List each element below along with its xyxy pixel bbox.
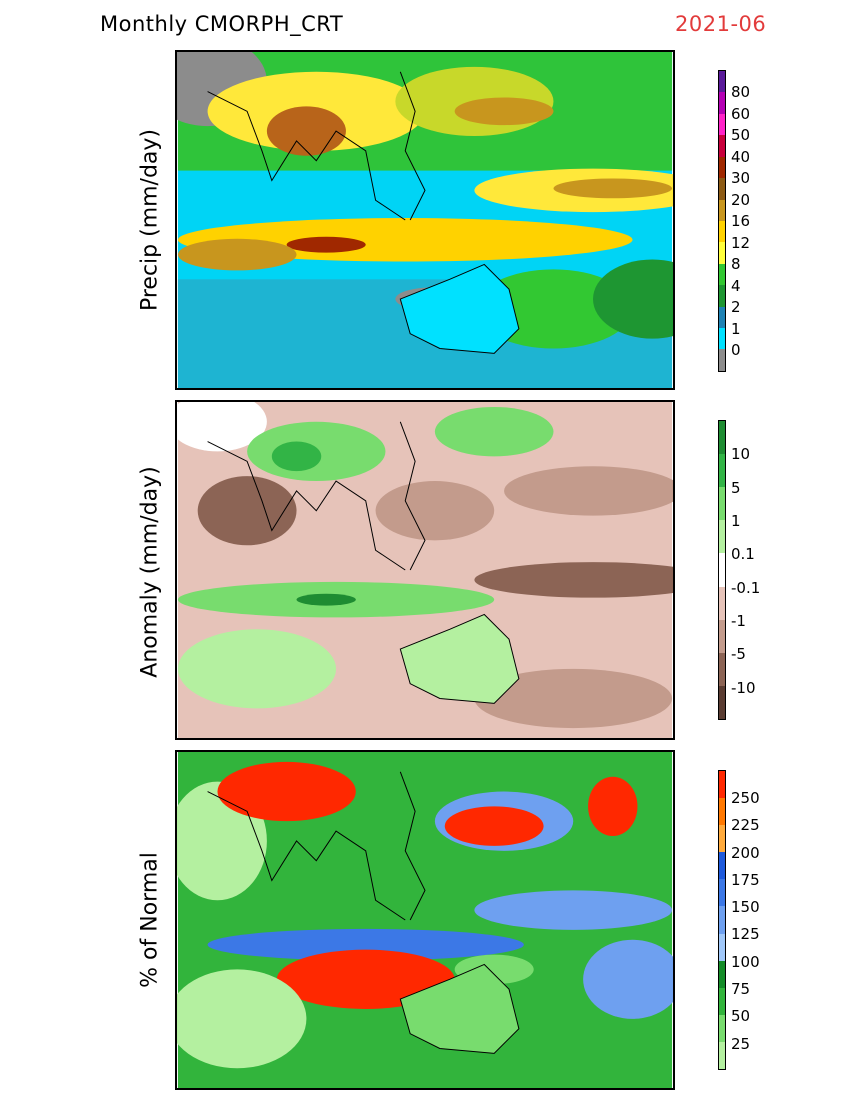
panel-precip-ylabel: Precip (mm/day) (137, 128, 163, 312)
percent-colorbar (718, 770, 726, 1070)
anomaly-tick: -0.1 (731, 579, 761, 597)
percent-tick: 75 (731, 980, 751, 998)
percent-tick: 150 (731, 898, 760, 916)
percent-tick: 200 (731, 844, 760, 862)
percent-tick: 250 (731, 789, 760, 807)
percent-map (177, 752, 673, 1088)
anomaly-colorbar (718, 420, 726, 720)
anomaly-tick: 0.1 (731, 545, 755, 563)
precip-tick: 20 (731, 191, 751, 209)
percent-tick: 225 (731, 816, 760, 834)
anomaly-map (177, 402, 673, 738)
percent-map-panel (175, 750, 675, 1090)
anomaly-tick: 5 (731, 479, 741, 497)
anomaly-tick: -1 (731, 612, 746, 630)
percent-tick: 125 (731, 925, 760, 943)
precip-tick: 16 (731, 212, 751, 230)
precip-map-panel (175, 50, 675, 390)
precip-colorbar (718, 70, 726, 372)
precip-tick: 4 (731, 277, 741, 295)
percent-tick: 100 (731, 953, 760, 971)
precip-tick: 8 (731, 255, 741, 273)
precip-tick: 60 (731, 105, 751, 123)
precip-tick: 80 (731, 83, 751, 101)
panel-percent-ylabel: % of Normal (137, 852, 163, 988)
map-title: Monthly CMORPH_CRT (100, 12, 344, 36)
precip-tick: 30 (731, 169, 751, 187)
precip-tick: 12 (731, 234, 751, 252)
anomaly-map-panel (175, 400, 675, 740)
percent-tick: 175 (731, 871, 760, 889)
precip-tick: 0 (731, 341, 741, 359)
anomaly-tick: 10 (731, 445, 751, 463)
panel-anomaly-ylabel: Anomaly (mm/day) (137, 466, 163, 678)
precip-tick: 50 (731, 126, 751, 144)
map-date: 2021-06 (675, 12, 767, 36)
percent-tick: 25 (731, 1035, 751, 1053)
anomaly-tick: -5 (731, 645, 746, 663)
percent-tick: 50 (731, 1007, 751, 1025)
precip-map (177, 52, 673, 388)
anomaly-tick: -10 (731, 679, 756, 697)
precip-tick: 1 (731, 320, 741, 338)
precip-tick: 2 (731, 298, 741, 316)
precip-tick: 40 (731, 148, 751, 166)
anomaly-tick: 1 (731, 512, 741, 530)
